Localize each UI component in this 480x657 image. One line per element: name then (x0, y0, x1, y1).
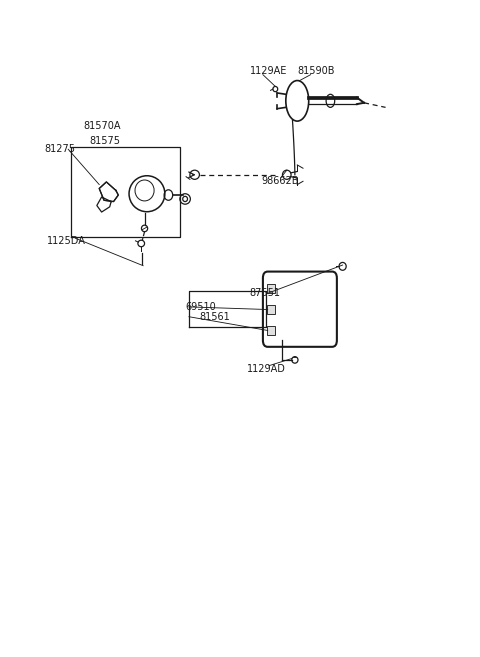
Text: 81561: 81561 (199, 311, 230, 322)
Text: 69510: 69510 (185, 302, 216, 312)
Bar (267, 305, 276, 314)
Text: 81575: 81575 (90, 136, 120, 146)
Bar (267, 326, 276, 335)
Bar (267, 284, 276, 293)
Text: 1129AE: 1129AE (250, 66, 287, 76)
Text: 87551: 87551 (250, 288, 280, 298)
Text: 81570A: 81570A (84, 121, 121, 131)
Text: 81590B: 81590B (297, 66, 335, 76)
Polygon shape (99, 182, 118, 202)
Text: 1129AD: 1129AD (247, 364, 286, 374)
Text: 1125DA: 1125DA (47, 237, 85, 246)
Text: 81275: 81275 (44, 145, 75, 154)
Text: 98662B: 98662B (262, 175, 299, 186)
